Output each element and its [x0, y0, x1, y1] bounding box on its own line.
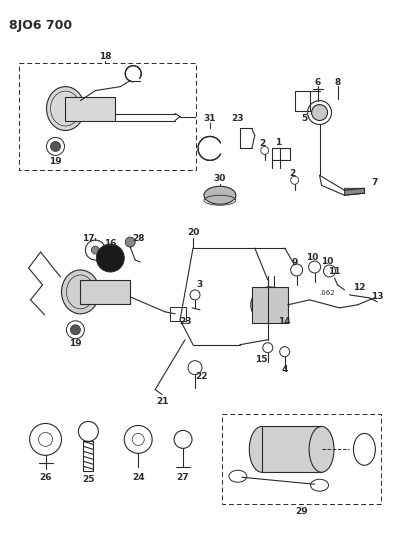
Text: 8: 8: [335, 78, 341, 87]
Ellipse shape: [251, 287, 289, 323]
Text: 21: 21: [156, 397, 168, 406]
Text: 25: 25: [82, 475, 95, 484]
Text: 5: 5: [301, 114, 308, 123]
Text: 9: 9: [292, 257, 298, 266]
Polygon shape: [344, 188, 364, 195]
Text: 28: 28: [132, 233, 145, 243]
Text: 10: 10: [322, 256, 334, 265]
Text: 31: 31: [204, 114, 216, 123]
Text: 7: 7: [371, 178, 377, 187]
Text: 2: 2: [260, 139, 266, 148]
Text: 12: 12: [353, 284, 366, 293]
Bar: [65, 96, 115, 120]
Text: 13: 13: [371, 293, 384, 301]
Text: 14: 14: [279, 317, 291, 326]
Bar: [170, 307, 186, 321]
Text: 17: 17: [82, 233, 95, 243]
Text: 1: 1: [275, 138, 281, 147]
Text: 19: 19: [49, 157, 62, 166]
Text: 8JO6 700: 8JO6 700: [9, 19, 72, 32]
Circle shape: [50, 141, 61, 151]
Text: .062: .062: [320, 290, 335, 296]
Text: 26: 26: [39, 473, 52, 482]
Bar: [19, 63, 196, 171]
Text: 20: 20: [187, 228, 199, 237]
Bar: [262, 426, 322, 472]
Ellipse shape: [309, 426, 334, 472]
Bar: [222, 415, 381, 504]
Text: 27: 27: [177, 473, 190, 482]
Text: 23: 23: [232, 114, 244, 123]
Text: 2: 2: [290, 169, 296, 178]
Text: 22: 22: [196, 372, 208, 381]
Text: 3: 3: [197, 280, 203, 289]
Text: 16: 16: [104, 239, 117, 248]
Text: 30: 30: [214, 174, 226, 183]
Circle shape: [91, 246, 99, 254]
Text: 11: 11: [328, 268, 341, 277]
Text: 6: 6: [314, 78, 321, 87]
Text: 19: 19: [69, 339, 82, 348]
Circle shape: [97, 244, 124, 272]
Circle shape: [71, 325, 80, 335]
Text: 4: 4: [281, 365, 288, 374]
Circle shape: [312, 104, 327, 120]
Bar: [80, 280, 130, 304]
Circle shape: [125, 237, 135, 247]
Ellipse shape: [46, 87, 84, 131]
Text: 24: 24: [132, 473, 145, 482]
Text: 10: 10: [307, 253, 319, 262]
Text: 29: 29: [296, 507, 308, 515]
Ellipse shape: [61, 270, 99, 314]
Text: 15: 15: [256, 355, 268, 364]
Text: 23: 23: [179, 317, 191, 326]
Text: 18: 18: [99, 52, 112, 61]
Bar: [252, 287, 288, 323]
Ellipse shape: [249, 426, 274, 472]
Ellipse shape: [204, 187, 236, 204]
